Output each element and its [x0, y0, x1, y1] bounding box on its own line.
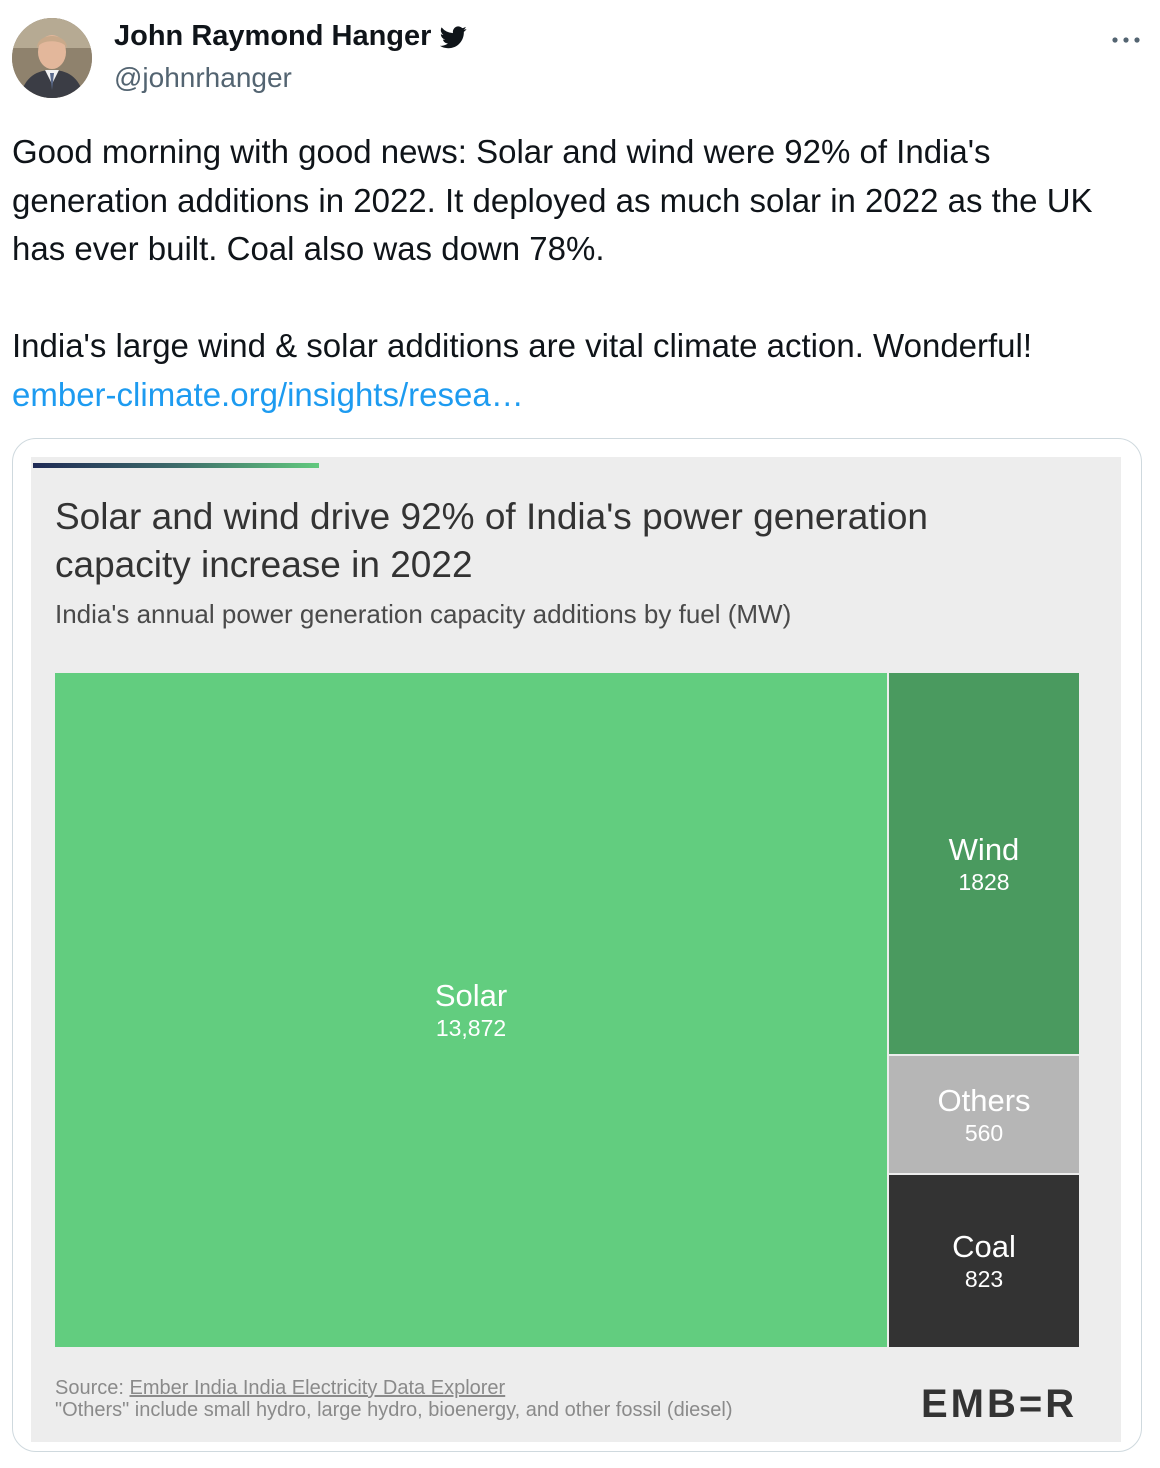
author-name[interactable]: John Raymond Hanger [114, 20, 467, 53]
tile-value-coal: 823 [964, 1266, 1004, 1292]
source-link[interactable]: Ember India India Electricity Data Explo… [129, 1377, 506, 1399]
tile-label-coal: Coal [952, 1229, 1016, 1264]
tile-value-wind: 1828 [958, 868, 1010, 895]
tweet-link[interactable]: ember-climate.org/insights/resea… [12, 375, 524, 413]
tile-value-others: 560 [964, 1119, 1004, 1146]
tile-label-others: Others [937, 1082, 1031, 1118]
chart-image: Solar and wind drive 92% of India's powe… [31, 457, 1121, 1442]
tile-value-solar: 13,872 [435, 1015, 507, 1041]
ember-logo: EMB=R [921, 1382, 1078, 1426]
tweet-paragraph-2: India's large wind & solar additions are… [12, 327, 1033, 364]
twitter-bird-icon [440, 25, 467, 48]
author-name-text[interactable]: John Raymond Hanger [114, 20, 432, 52]
chart-source: Source: Ember India India Electricity Da… [55, 1377, 505, 1400]
tweet-text: Good morning with good news: Solar and w… [12, 128, 1132, 419]
tile-label-wind: Wind [948, 831, 1020, 867]
paragraph-spacer [12, 274, 1132, 323]
chart-note: "Others" include small hydro, large hydr… [55, 1399, 733, 1421]
source-prefix: Source: [55, 1377, 130, 1399]
chart-title: Solar and wind drive 92% of India's powe… [55, 496, 928, 585]
more-dots-icon [1112, 37, 1140, 43]
more-options-button[interactable] [1108, 22, 1144, 58]
treemap-chart: Solar 13,872 Wind 1828 Others 560 Coal 823 [55, 673, 1079, 1347]
accent-line [33, 463, 319, 468]
treemap-tile-coal: Coal 823 [889, 1175, 1079, 1347]
avatar-portrait-icon [12, 18, 92, 98]
author-handle[interactable]: @johnrhanger [114, 62, 292, 93]
author-avatar[interactable] [12, 18, 92, 98]
tweet-paragraph-1: Good morning with good news: Solar and w… [12, 133, 1093, 267]
treemap-tile-wind: Wind 1828 [889, 673, 1079, 1054]
treemap-tile-others: Others 560 [889, 1056, 1079, 1173]
treemap-tile-solar: Solar 13,872 [55, 673, 887, 1347]
chart-subtitle: India's annual power generation capacity… [55, 599, 792, 629]
media-card[interactable]: Solar and wind drive 92% of India's powe… [12, 438, 1142, 1452]
tile-label-solar: Solar [434, 978, 508, 1013]
